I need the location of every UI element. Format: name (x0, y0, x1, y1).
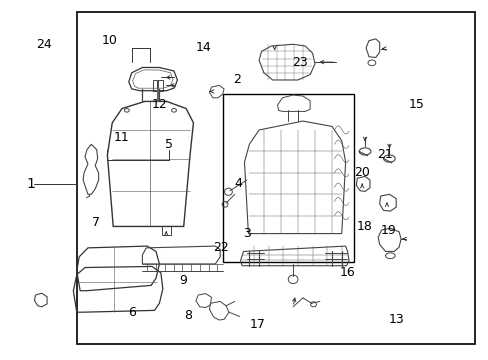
Bar (77, 12, 474, 344)
Text: 14: 14 (195, 41, 211, 54)
Text: 22: 22 (212, 241, 228, 255)
Text: 20: 20 (353, 166, 369, 179)
Text: 18: 18 (356, 220, 372, 233)
Text: 5: 5 (165, 138, 173, 151)
Text: 4: 4 (234, 177, 242, 190)
Text: 13: 13 (387, 313, 404, 326)
Text: 23: 23 (291, 55, 307, 69)
Text: 17: 17 (249, 318, 265, 331)
Bar (162, 226, 170, 235)
Bar (158, 80, 163, 91)
Text: 8: 8 (183, 309, 191, 322)
Text: 2: 2 (233, 73, 241, 86)
Text: 11: 11 (114, 131, 130, 144)
Text: 21: 21 (376, 148, 391, 162)
Text: 7: 7 (92, 216, 100, 229)
Text: 12: 12 (151, 99, 167, 112)
Text: 9: 9 (179, 274, 186, 287)
Bar (152, 80, 157, 91)
Text: 19: 19 (380, 224, 395, 237)
Text: 10: 10 (101, 34, 117, 47)
Text: 6: 6 (127, 306, 135, 319)
Text: 16: 16 (339, 266, 354, 279)
Text: 24: 24 (36, 38, 51, 51)
Text: 3: 3 (243, 227, 250, 240)
Bar (222, 94, 353, 262)
Text: 15: 15 (408, 99, 424, 112)
Text: 1: 1 (26, 176, 35, 190)
